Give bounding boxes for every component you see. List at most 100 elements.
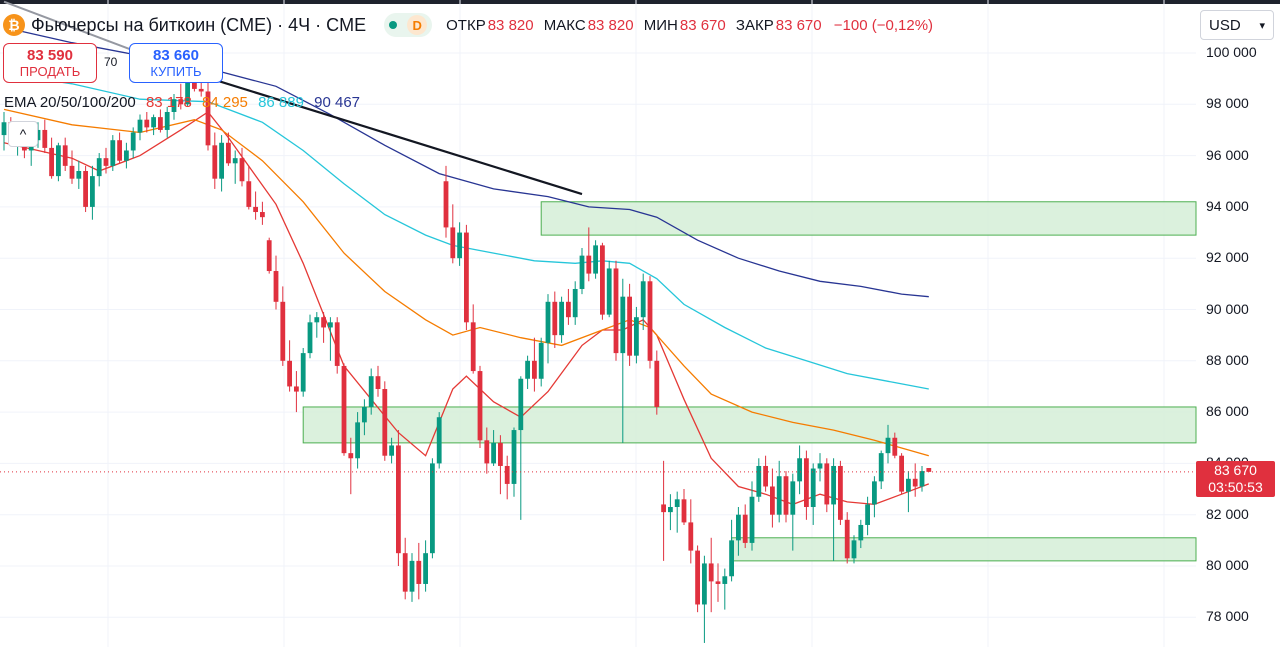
candle-body — [865, 504, 870, 525]
candle — [688, 499, 694, 564]
price-axis-label: 92 000 — [1206, 249, 1249, 266]
ema-lines — [3, 26, 930, 506]
candle — [144, 111, 150, 133]
candle-body — [232, 158, 238, 164]
buy-price: 83 660 — [153, 47, 199, 64]
candle-body — [878, 453, 884, 482]
candle-body — [634, 317, 639, 356]
candle — [627, 283, 632, 366]
candle-body — [518, 378, 524, 431]
candle — [600, 242, 605, 320]
change-value: −100 (−0,12%) — [833, 16, 934, 34]
candle — [572, 281, 578, 325]
candle-body — [443, 181, 449, 228]
candle — [164, 106, 170, 138]
candle-body — [76, 170, 82, 179]
candle-body — [872, 481, 877, 505]
trendline-segment — [194, 72, 583, 196]
candle-body — [654, 360, 660, 407]
sell-label: ПРОДАТЬ — [19, 64, 81, 79]
candle-body — [171, 99, 177, 112]
candle — [824, 458, 830, 513]
candle — [103, 147, 109, 174]
candle — [674, 491, 680, 533]
candle — [158, 109, 163, 133]
candle — [226, 132, 231, 166]
candle-body — [382, 389, 388, 456]
candle-body — [314, 317, 320, 323]
candle-body — [49, 147, 54, 177]
currency-select[interactable]: USD ▾ — [1200, 10, 1274, 40]
candle — [328, 317, 333, 361]
candle-body — [144, 119, 150, 128]
candle — [457, 222, 462, 266]
candle-body — [328, 322, 333, 328]
buy-button[interactable]: 83 660 КУПИТЬ — [129, 43, 223, 83]
candle-body — [627, 296, 632, 356]
candle — [831, 458, 836, 561]
candle — [804, 450, 809, 520]
candle — [83, 165, 88, 213]
sell-button[interactable]: 83 590 ПРОДАТЬ — [3, 43, 97, 83]
candle — [389, 437, 394, 464]
ema100-value: 86 889 — [258, 94, 304, 111]
candle-body — [681, 499, 687, 523]
price-axis-label: 90 000 — [1206, 300, 1249, 317]
candle-body — [532, 360, 537, 379]
candle — [654, 350, 660, 415]
candle — [838, 460, 843, 525]
candle — [90, 165, 95, 220]
candle — [797, 445, 802, 495]
last-price-tag: 83 670 03:50:53 — [1196, 461, 1275, 497]
candle-body — [525, 360, 530, 379]
candlesticks — [1, 65, 932, 643]
candle — [232, 150, 238, 184]
price-axis-label: 86 000 — [1206, 403, 1249, 420]
candle — [695, 545, 700, 613]
candle-body — [572, 288, 578, 318]
candle — [640, 273, 646, 331]
candle — [368, 368, 374, 415]
candle — [593, 240, 598, 279]
candle-body — [695, 550, 700, 605]
price-axis-label: 100 000 — [1206, 44, 1257, 60]
candle-body — [511, 430, 517, 484]
candle-body — [810, 468, 816, 508]
candle — [736, 507, 741, 556]
candle-body — [178, 99, 184, 105]
candle — [532, 337, 537, 392]
candle — [749, 481, 755, 551]
candle — [110, 135, 116, 171]
low-value: 83 670 — [679, 16, 726, 34]
candle-body — [844, 519, 850, 559]
collapse-legend-button[interactable]: ^ — [8, 121, 38, 147]
candle — [906, 471, 911, 513]
candle-body — [464, 232, 469, 323]
symbol-title[interactable]: Фьючерсы на биткоин (CME) · 4Ч · CME — [31, 14, 367, 35]
candle-body — [586, 255, 592, 274]
candle — [552, 291, 558, 348]
candle-body — [593, 245, 598, 274]
candle-body — [504, 465, 510, 484]
candle-body — [402, 553, 408, 592]
candle — [858, 519, 864, 549]
candle — [436, 412, 442, 469]
candle — [742, 504, 748, 549]
candle — [382, 381, 388, 461]
candle-body — [423, 553, 428, 584]
candle — [872, 476, 877, 518]
spread-value: 70 — [104, 55, 118, 69]
ema-legend[interactable]: EMA 20/50/100/200 83 178 84 295 86 889 9… — [4, 94, 366, 111]
candle-body — [620, 296, 626, 354]
candle-body — [722, 576, 728, 584]
price-axis-label: 88 000 — [1206, 351, 1249, 368]
candle — [504, 455, 510, 500]
candle — [124, 142, 129, 169]
market-status-badge[interactable]: D — [384, 13, 433, 37]
candle-body — [715, 581, 721, 584]
candle — [525, 355, 530, 390]
market-status-dot — [389, 21, 398, 29]
candle-body — [892, 437, 898, 456]
candle-body — [708, 563, 714, 582]
